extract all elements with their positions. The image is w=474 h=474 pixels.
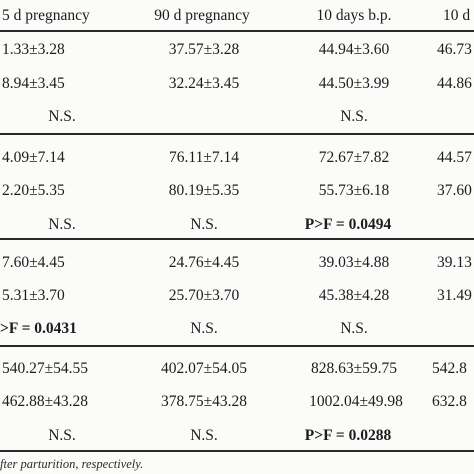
table-cell: 24.76±4.45 [168, 254, 240, 271]
table-cell: 44.50±3.99 [318, 75, 390, 92]
group-rule [0, 345, 474, 347]
significance-cell: N.S. [190, 320, 218, 337]
bottom-rule [0, 450, 474, 452]
table-cell: 72.67±7.82 [318, 149, 390, 166]
table-cell: 37.60 [437, 182, 472, 199]
significance-cell: N.S. [190, 427, 218, 444]
table-cell: 1002.04±49.98 [309, 393, 403, 410]
table-cell: 44.57 [437, 149, 472, 166]
table-cell: 39.03±4.88 [318, 254, 390, 271]
table-cell: 4.09±7.14 [2, 149, 65, 166]
table-cell: 32.24±3.45 [168, 75, 240, 92]
table-cell: 45.38±4.28 [318, 287, 390, 304]
table-cell: 540.27±54.55 [2, 360, 89, 377]
significance-cell: N.S. [340, 108, 368, 125]
group-rule [0, 133, 474, 135]
significance-cell: N.S. [48, 216, 76, 233]
table-cell: 25.70±3.70 [168, 287, 240, 304]
table-cell: 76.11±7.14 [169, 149, 239, 166]
significance-cell: N.S. [48, 427, 76, 444]
table-cell: 55.73±6.18 [318, 182, 390, 199]
table-cell: 542.8 [432, 360, 467, 377]
table-cell: 402.07±54.05 [160, 360, 248, 377]
header-col-2: 90 d pregnancy [154, 7, 250, 24]
table-cell: 37.57±3.28 [168, 41, 240, 58]
table-cell: 46.73 [437, 41, 472, 58]
table-cell: 828.63±59.75 [310, 360, 398, 377]
table-cell: 44.86 [437, 75, 472, 92]
table-cell: 462.88±43.28 [2, 393, 89, 410]
table-cell: 39.13 [437, 254, 472, 271]
table-cell: 44.94±3.60 [318, 41, 390, 58]
significance-cell: P>F = 0.0288 [304, 427, 392, 444]
table-cell: 8.94±3.45 [2, 75, 65, 92]
group-rule [0, 238, 474, 240]
significance-cell: N.S. [190, 216, 218, 233]
table-cell: 378.75±43.28 [160, 393, 248, 410]
table-cell: 80.19±5.35 [168, 182, 240, 199]
significance-cell: >F = 0.0431 [0, 320, 77, 337]
table-cell: 5.31±3.70 [2, 287, 65, 304]
table-cell: 632.8 [432, 393, 467, 410]
table-cell: 2.20±5.35 [2, 182, 65, 199]
header-col-3: 10 days b.p. [316, 7, 392, 24]
table-cell: 1.33±3.28 [2, 41, 65, 58]
significance-cell: N.S. [48, 108, 76, 125]
footnote: fter parturition, respectively. [0, 457, 144, 471]
header-col-4: 10 d [443, 7, 471, 24]
significance-cell: N.S. [340, 320, 368, 337]
header-rule [0, 30, 474, 32]
header-col-1: 5 d pregnancy [2, 7, 90, 24]
table-cell: 31.49 [437, 287, 472, 304]
significance-cell: P>F = 0.0494 [304, 216, 392, 233]
table-cell: 7.60±4.45 [2, 254, 65, 271]
